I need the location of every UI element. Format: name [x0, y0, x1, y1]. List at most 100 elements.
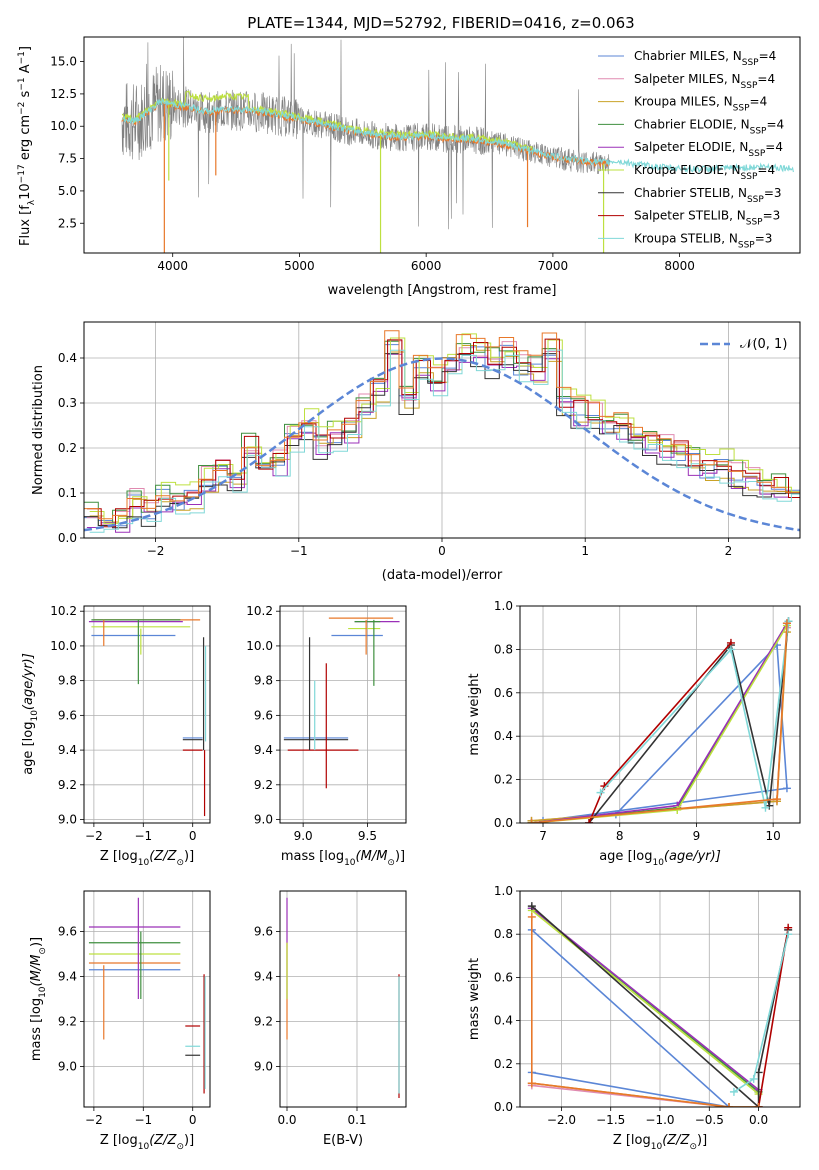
label-part: Z [log — [613, 1133, 651, 1148]
label-part: Z [log — [100, 1133, 138, 1148]
legend-entry: Kroupa ELODIE, NSSP=4 — [634, 163, 775, 182]
y-tick-label: 9.8 — [58, 674, 77, 688]
errorbar-area — [283, 617, 400, 789]
y-axis-label: age [log10(age/yr)] — [21, 653, 40, 775]
label-part: −17 — [17, 164, 27, 183]
residual-histogram-step — [86, 338, 800, 528]
label-part: E(B-V) — [323, 1133, 363, 1148]
label-part: SSP — [750, 126, 767, 136]
legend-entry: Chabrier STELIB, NSSP=3 — [634, 186, 782, 205]
label-part: Kroupa STELIB, N — [634, 231, 738, 245]
y-tick-label: 0.4 — [494, 1014, 513, 1028]
label-part: SSP — [733, 104, 750, 114]
y-tick-label: 1.0 — [494, 599, 513, 613]
x-tick-label: −0.5 — [695, 1113, 724, 1127]
legend-entry: Kroupa STELIB, NSSP=3 — [634, 231, 772, 250]
x-axis-label: mass [log10(M/M⊙)] — [281, 849, 405, 868]
x-tick-label: 9.0 — [294, 829, 313, 843]
label-part: )] — [184, 1133, 194, 1148]
x-tick-label: 9 — [693, 829, 701, 843]
label-part: 10 — [344, 858, 356, 868]
weight-line-area — [527, 902, 793, 1107]
weight-marker — [782, 784, 791, 793]
y-tick-label: 0.1 — [58, 486, 77, 500]
y-tick-label: 0.0 — [494, 816, 513, 830]
y-tick-label: 12.5 — [50, 87, 77, 101]
mass-vs-ebv-panel: 0.0 0.1 9.0 9.2 9.4 9.6 E(B-V) — [254, 890, 407, 1148]
label-part: Flux [f — [18, 205, 33, 246]
residual-histogram-step — [89, 349, 800, 533]
weight-marker — [772, 795, 781, 804]
weight-series-line — [530, 916, 759, 1107]
label-part: mass [log — [29, 998, 44, 1061]
errorbar-area — [88, 897, 206, 1094]
label-part: )] — [395, 849, 405, 864]
legend-entry: Salpeter ELODIE, NSSP=4 — [634, 140, 783, 159]
y-axis-label: Flux [fλ10−17 erg cm−2 s−1 A−1] — [17, 46, 37, 246]
label-part: Chabrier STELIB, N — [634, 186, 747, 200]
weight-marker — [761, 803, 770, 812]
label-part: Z [log — [100, 849, 138, 864]
y-tick-label: 10.2 — [50, 604, 77, 618]
label-part: =4 — [757, 72, 775, 86]
axes-frame — [279, 890, 407, 1108]
label-part: −2 — [17, 102, 27, 115]
weight-line-area — [527, 617, 793, 823]
weight-series-line — [531, 905, 789, 1107]
spectrum-panel: 4000 5000 6000 7000 8000 2.5 5.0 7.5 10.0 12.5 15.… — [17, 36, 801, 298]
age-vs-metallicity-panel: −2 −1 09.09.29.49.69.810.010.2Z [log10(Z/Z… — [21, 604, 211, 868]
label-part: =4 — [759, 49, 777, 63]
y-tick-label: 0.2 — [58, 441, 77, 455]
y-tick-label: 0.0 — [58, 531, 77, 545]
mass-vs-metallicity-panel: −2 −1 09.09.29.49.6Z [log10(Z/Z⊙)]mass [lo… — [29, 890, 211, 1152]
label-part: Salpeter STELIB, N — [634, 209, 746, 223]
y-tick-label: 9.4 — [58, 743, 77, 757]
weight-marker — [527, 1079, 536, 1088]
x-tick-label: 9.5 — [358, 829, 377, 843]
label-part: Chabrier ELODIE, N — [634, 117, 750, 131]
x-axis-label: wavelength [Angstrom, rest frame] — [328, 283, 557, 298]
legend-entry: Salpeter MILES, NSSP=4 — [634, 72, 775, 91]
label-part: =4 — [750, 95, 768, 109]
label-part: s — [18, 90, 33, 101]
y-tick-label: 9.4 — [254, 743, 273, 757]
weight-marker — [784, 930, 793, 939]
age-vs-mass-panel: 9.0 9.5 9.0 9.2 9.4 9.6 9.8 10.0 10.2 mass [log10… — [246, 604, 407, 868]
x-tick-label: −2 — [147, 544, 165, 558]
errorbar-area — [286, 897, 400, 1098]
label-part: 10 — [138, 1142, 150, 1152]
label-part: λ — [27, 199, 37, 205]
x-tick-label: 0 — [189, 829, 197, 843]
y-axis-label: Normed distribution — [31, 365, 46, 495]
label-part: age [log — [599, 849, 652, 864]
x-tick-label: 0.0 — [277, 1113, 296, 1127]
label-part: ⊙ — [689, 1142, 697, 1152]
weight-marker — [726, 645, 735, 654]
label-part: SSP — [746, 218, 763, 228]
label-part: −1 — [17, 77, 27, 90]
x-tick-label: 5000 — [284, 259, 315, 273]
weight-marker — [729, 1087, 738, 1096]
y-tick-label: 9.0 — [58, 813, 77, 827]
x-tick-label: 0.1 — [347, 1113, 366, 1127]
label-part: 10 — [30, 710, 40, 722]
x-tick-label: 10 — [766, 829, 781, 843]
label-part: SSP — [741, 172, 758, 182]
x-tick-label: −1 — [134, 829, 152, 843]
x-axis-label: age [log10(age/yr)] — [599, 849, 721, 868]
label-part: ] — [18, 46, 33, 51]
label-part: )] — [29, 937, 44, 947]
y-tick-label: 2.5 — [58, 216, 77, 230]
label-part: SSP — [741, 81, 758, 91]
y-tick-label: 15.0 — [50, 55, 77, 69]
x-axis-label: Z [log10(Z/Z⊙)] — [100, 1133, 194, 1152]
y-tick-label: 10.2 — [246, 604, 273, 618]
axes-frame — [83, 36, 801, 254]
x-tick-label: 7000 — [538, 259, 569, 273]
label-part: erg cm — [18, 115, 33, 164]
histogram-area — [84, 330, 800, 533]
label-part: A — [18, 64, 33, 77]
weight-marker — [527, 819, 536, 823]
y-tick-label: 0.2 — [494, 1057, 513, 1071]
weight-series-line — [531, 929, 731, 1107]
